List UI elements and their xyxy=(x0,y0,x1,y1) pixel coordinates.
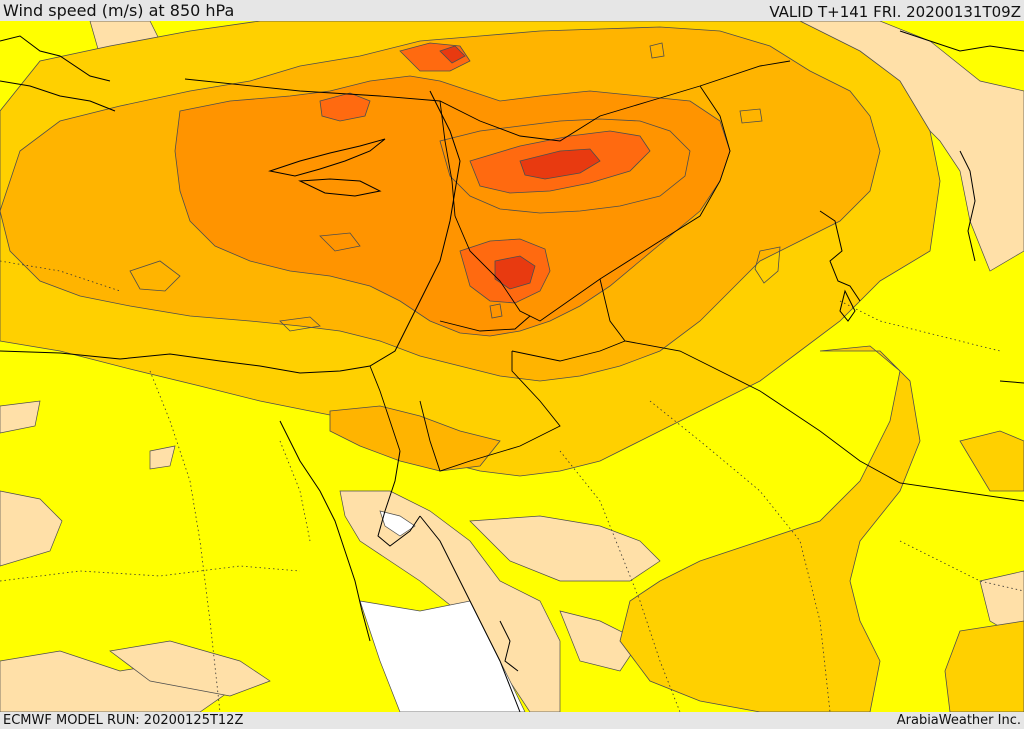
map-title: Wind speed (m/s) at 850 hPa xyxy=(3,1,235,20)
map-canvas xyxy=(0,21,1024,712)
map-header: Wind speed (m/s) at 850 hPa VALID T+141 … xyxy=(0,0,1024,21)
valid-time: VALID T+141 FRI. 20200131T09Z xyxy=(769,3,1021,21)
credit: ArabiaWeather Inc. xyxy=(896,713,1021,728)
strongest-speed-cores xyxy=(439,45,601,290)
wind-speed-map xyxy=(0,21,1024,712)
low-speed-areas xyxy=(0,21,1024,712)
contour-fragments xyxy=(129,42,781,332)
country-borders xyxy=(184,60,1024,502)
internal-boundaries xyxy=(0,260,1024,712)
map-footer: ECMWF MODEL RUN: 20200125T12Z ArabiaWeat… xyxy=(0,712,1024,729)
model-run: ECMWF MODEL RUN: 20200125T12Z xyxy=(3,713,244,728)
coastlines xyxy=(0,30,1024,712)
